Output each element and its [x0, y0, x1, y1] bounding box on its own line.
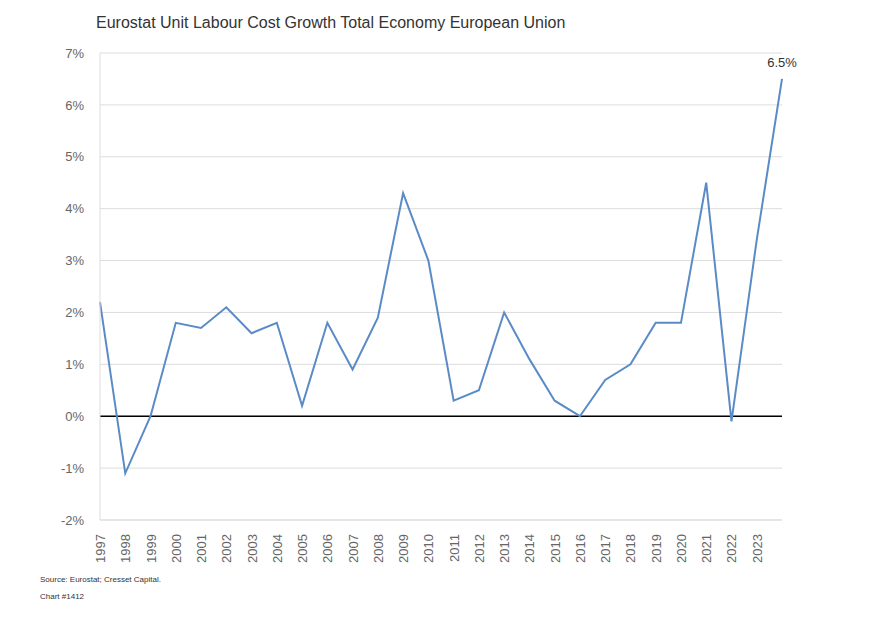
svg-text:2002: 2002 — [219, 534, 234, 563]
svg-text:2005: 2005 — [295, 534, 310, 563]
svg-text:1997: 1997 — [93, 534, 108, 563]
svg-text:2004: 2004 — [270, 534, 285, 563]
svg-text:2022: 2022 — [724, 534, 739, 563]
svg-text:2008: 2008 — [371, 534, 386, 563]
svg-text:2017: 2017 — [598, 534, 613, 563]
svg-text:6.5%: 6.5% — [767, 55, 797, 70]
svg-text:2019: 2019 — [649, 534, 664, 563]
svg-text:2007: 2007 — [346, 534, 361, 563]
svg-text:2014: 2014 — [522, 534, 537, 563]
svg-text:2023: 2023 — [750, 534, 765, 563]
html-text:Eurostat Unit Labour Cost Grow: Eurostat Unit Labour Cost Growth Total E… — [96, 14, 566, 31]
svg-text:0%: 0% — [65, 409, 84, 424]
svg-text:4%: 4% — [65, 201, 84, 216]
svg-text:2016: 2016 — [573, 534, 588, 563]
svg-text:2012: 2012 — [472, 534, 487, 563]
svg-text:2018: 2018 — [623, 534, 638, 563]
svg-text:2000: 2000 — [169, 534, 184, 563]
html-text:Source: Eurostat; Cresset Capi: Source: Eurostat; Cresset Capital. — [40, 575, 161, 584]
svg-text:2%: 2% — [65, 305, 84, 320]
svg-text:6%: 6% — [65, 98, 84, 113]
svg-text:2011: 2011 — [447, 534, 462, 562]
svg-text:2015: 2015 — [548, 534, 563, 563]
svg-text:5%: 5% — [65, 149, 84, 164]
svg-text:2020: 2020 — [674, 534, 689, 563]
html-text:Chart #1412: Chart #1412 — [40, 592, 84, 601]
svg-text:2013: 2013 — [497, 534, 512, 563]
svg-text:2001: 2001 — [194, 534, 209, 563]
svg-text:1%: 1% — [65, 357, 84, 372]
svg-text:-2%: -2% — [61, 513, 85, 528]
svg-text:2006: 2006 — [320, 534, 335, 563]
svg-text:7%: 7% — [65, 46, 84, 61]
svg-text:1999: 1999 — [144, 534, 159, 563]
svg-text:3%: 3% — [65, 253, 84, 268]
svg-text:2010: 2010 — [421, 534, 436, 563]
svg-text:1998: 1998 — [118, 534, 133, 563]
svg-text:2021: 2021 — [699, 534, 714, 563]
svg-text:-1%: -1% — [61, 461, 85, 476]
svg-text:2009: 2009 — [396, 534, 411, 563]
svg-text:2003: 2003 — [245, 534, 260, 563]
